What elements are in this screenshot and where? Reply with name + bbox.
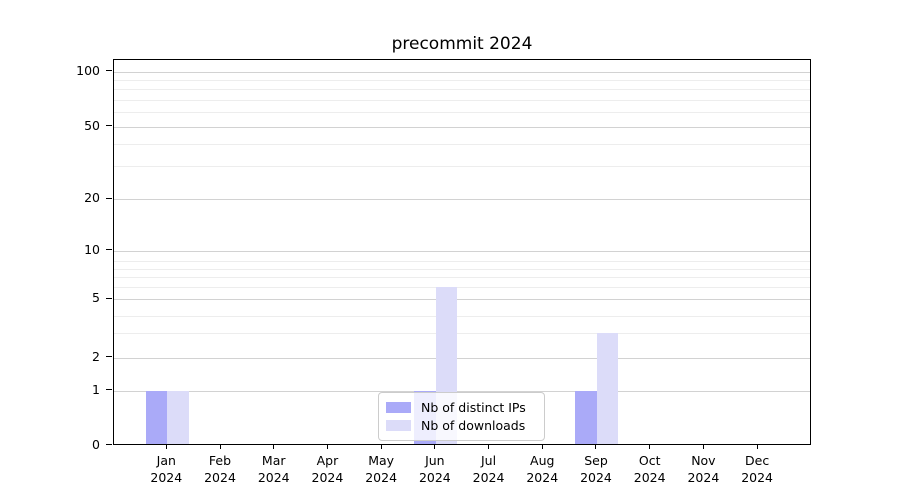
legend-label-nb-of-downloads: Nb of downloads — [421, 418, 526, 433]
x-tick-year: 2024 — [311, 470, 344, 485]
x-tick-mark-mar — [273, 445, 275, 449]
y-tick-mark-5 — [106, 297, 112, 299]
x-tick-mark-jun — [434, 445, 436, 449]
x-tick-year: 2024 — [150, 470, 183, 485]
y-tick-label-5: 5 — [92, 290, 100, 306]
x-tick-year: 2024 — [365, 470, 398, 485]
x-tick-month: Aug — [530, 453, 555, 468]
x-tick-label-aug: Aug 2024 — [514, 452, 570, 486]
x-tick-mark-jul — [488, 445, 490, 449]
legend-swatch-nb-of-downloads — [386, 420, 411, 431]
gridline-minor-9 — [114, 260, 810, 262]
bar-nb-of-distinct-ips-sep-2024 — [575, 390, 597, 444]
x-tick-month: Feb — [208, 453, 232, 468]
gridline-minor-6 — [114, 287, 810, 288]
y-tick-label-50: 50 — [84, 117, 100, 133]
x-tick-month: Sep — [584, 453, 608, 468]
x-tick-month: Jun — [425, 453, 445, 468]
x-tick-label-nov: Nov 2024 — [675, 452, 731, 486]
x-tick-label-jun: Jun 2024 — [407, 452, 463, 486]
x-tick-month: Dec — [745, 453, 770, 468]
y-tick-label-20: 20 — [84, 190, 100, 206]
y-tick-label-10: 10 — [84, 241, 100, 257]
x-tick-mark-oct — [649, 445, 651, 449]
x-tick-mark-may — [380, 445, 382, 449]
y-tick-mark-0 — [106, 444, 112, 445]
x-tick-year: 2024 — [257, 470, 290, 485]
y-tick-mark-20 — [106, 197, 112, 199]
x-tick-mark-jan — [165, 445, 167, 449]
gridline-10 — [114, 250, 810, 252]
x-tick-label-mar: Mar 2024 — [246, 452, 302, 486]
chart-title: precommit 2024 — [391, 34, 533, 54]
x-tick-month: May — [368, 453, 395, 468]
gridline-minor-40 — [114, 143, 810, 145]
x-tick-label-may: May 2024 — [353, 452, 409, 486]
x-tick-mark-feb — [219, 445, 221, 449]
gridline-1 — [114, 390, 810, 392]
gridline-5 — [114, 299, 810, 301]
x-tick-label-dec: Dec 2024 — [729, 452, 785, 486]
y-tick-label-2: 2 — [92, 348, 100, 364]
y-tick-mark-1 — [106, 389, 112, 391]
gridline-minor-4 — [114, 316, 810, 317]
gridline-minor-60 — [114, 111, 810, 113]
x-tick-mark-nov — [702, 445, 704, 449]
gridline-20 — [114, 199, 810, 201]
x-tick-year: 2024 — [526, 470, 559, 485]
x-tick-label-feb: Feb 2024 — [192, 452, 248, 486]
gridline-50 — [114, 126, 810, 128]
x-tick-mark-aug — [541, 445, 543, 449]
bar-nb-of-distinct-ips-jan-2024 — [145, 390, 168, 444]
x-tick-year: 2024 — [418, 470, 451, 485]
x-tick-year: 2024 — [687, 470, 720, 485]
x-tick-label-jul: Jul 2024 — [461, 452, 517, 486]
y-tick-mark-10 — [106, 249, 112, 250]
x-tick-label-sep: Sep 2024 — [568, 452, 624, 486]
x-tick-year: 2024 — [580, 470, 612, 485]
legend-item-nb-of-distinct-ips: Nb of distinct IPs — [386, 399, 535, 416]
x-tick-label-jan: Jan 2024 — [138, 452, 194, 486]
x-tick-label-apr: Apr 2024 — [299, 452, 355, 486]
x-tick-mark-dec — [756, 445, 758, 449]
bar-nb-of-downloads-sep-2024 — [596, 332, 619, 444]
bar-nb-of-downloads-jan-2024 — [167, 390, 189, 444]
x-tick-year: 2024 — [204, 470, 236, 485]
gridline-100 — [114, 71, 810, 73]
y-tick-label-1: 1 — [92, 381, 100, 397]
y-tick-mark-100 — [106, 70, 112, 72]
x-tick-month: Jul — [481, 453, 497, 468]
x-tick-year: 2024 — [472, 470, 505, 485]
legend-item-nb-of-downloads: Nb of downloads — [386, 417, 535, 434]
x-tick-month: Nov — [691, 453, 716, 468]
x-tick-label-oct: Oct 2024 — [622, 452, 678, 486]
y-tick-mark-2 — [106, 356, 112, 358]
gridline-minor-3 — [114, 332, 810, 334]
gridline-minor-8 — [114, 268, 810, 270]
gridline-minor-70 — [114, 99, 810, 101]
y-tick-label-100: 100 — [76, 62, 100, 78]
gridline-2 — [114, 357, 810, 359]
x-tick-mark-sep — [595, 445, 597, 449]
x-tick-month: Jan — [156, 453, 176, 468]
x-tick-month: Mar — [261, 453, 286, 468]
x-tick-mark-apr — [326, 445, 328, 449]
legend: Nb of distinct IPs Nb of downloads — [378, 392, 545, 441]
gridline-minor-90 — [114, 80, 810, 81]
y-tick-label-0: 0 — [92, 436, 100, 452]
gridline-minor-30 — [114, 166, 810, 167]
legend-swatch-nb-of-distinct-ips — [386, 402, 411, 413]
gridline-minor-80 — [114, 89, 810, 91]
x-tick-month: Apr — [316, 453, 339, 468]
plot-area: Nb of distinct IPs Nb of downloads — [113, 59, 811, 445]
gridline-minor-7 — [114, 277, 810, 278]
x-tick-month: Oct — [638, 453, 661, 468]
x-tick-year: 2024 — [633, 470, 666, 485]
y-tick-mark-50 — [106, 125, 112, 127]
x-tick-year: 2024 — [741, 470, 774, 485]
legend-label-nb-of-distinct-ips: Nb of distinct IPs — [421, 400, 526, 415]
